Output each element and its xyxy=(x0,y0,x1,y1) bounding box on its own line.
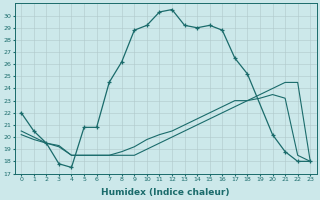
X-axis label: Humidex (Indice chaleur): Humidex (Indice chaleur) xyxy=(101,188,230,197)
